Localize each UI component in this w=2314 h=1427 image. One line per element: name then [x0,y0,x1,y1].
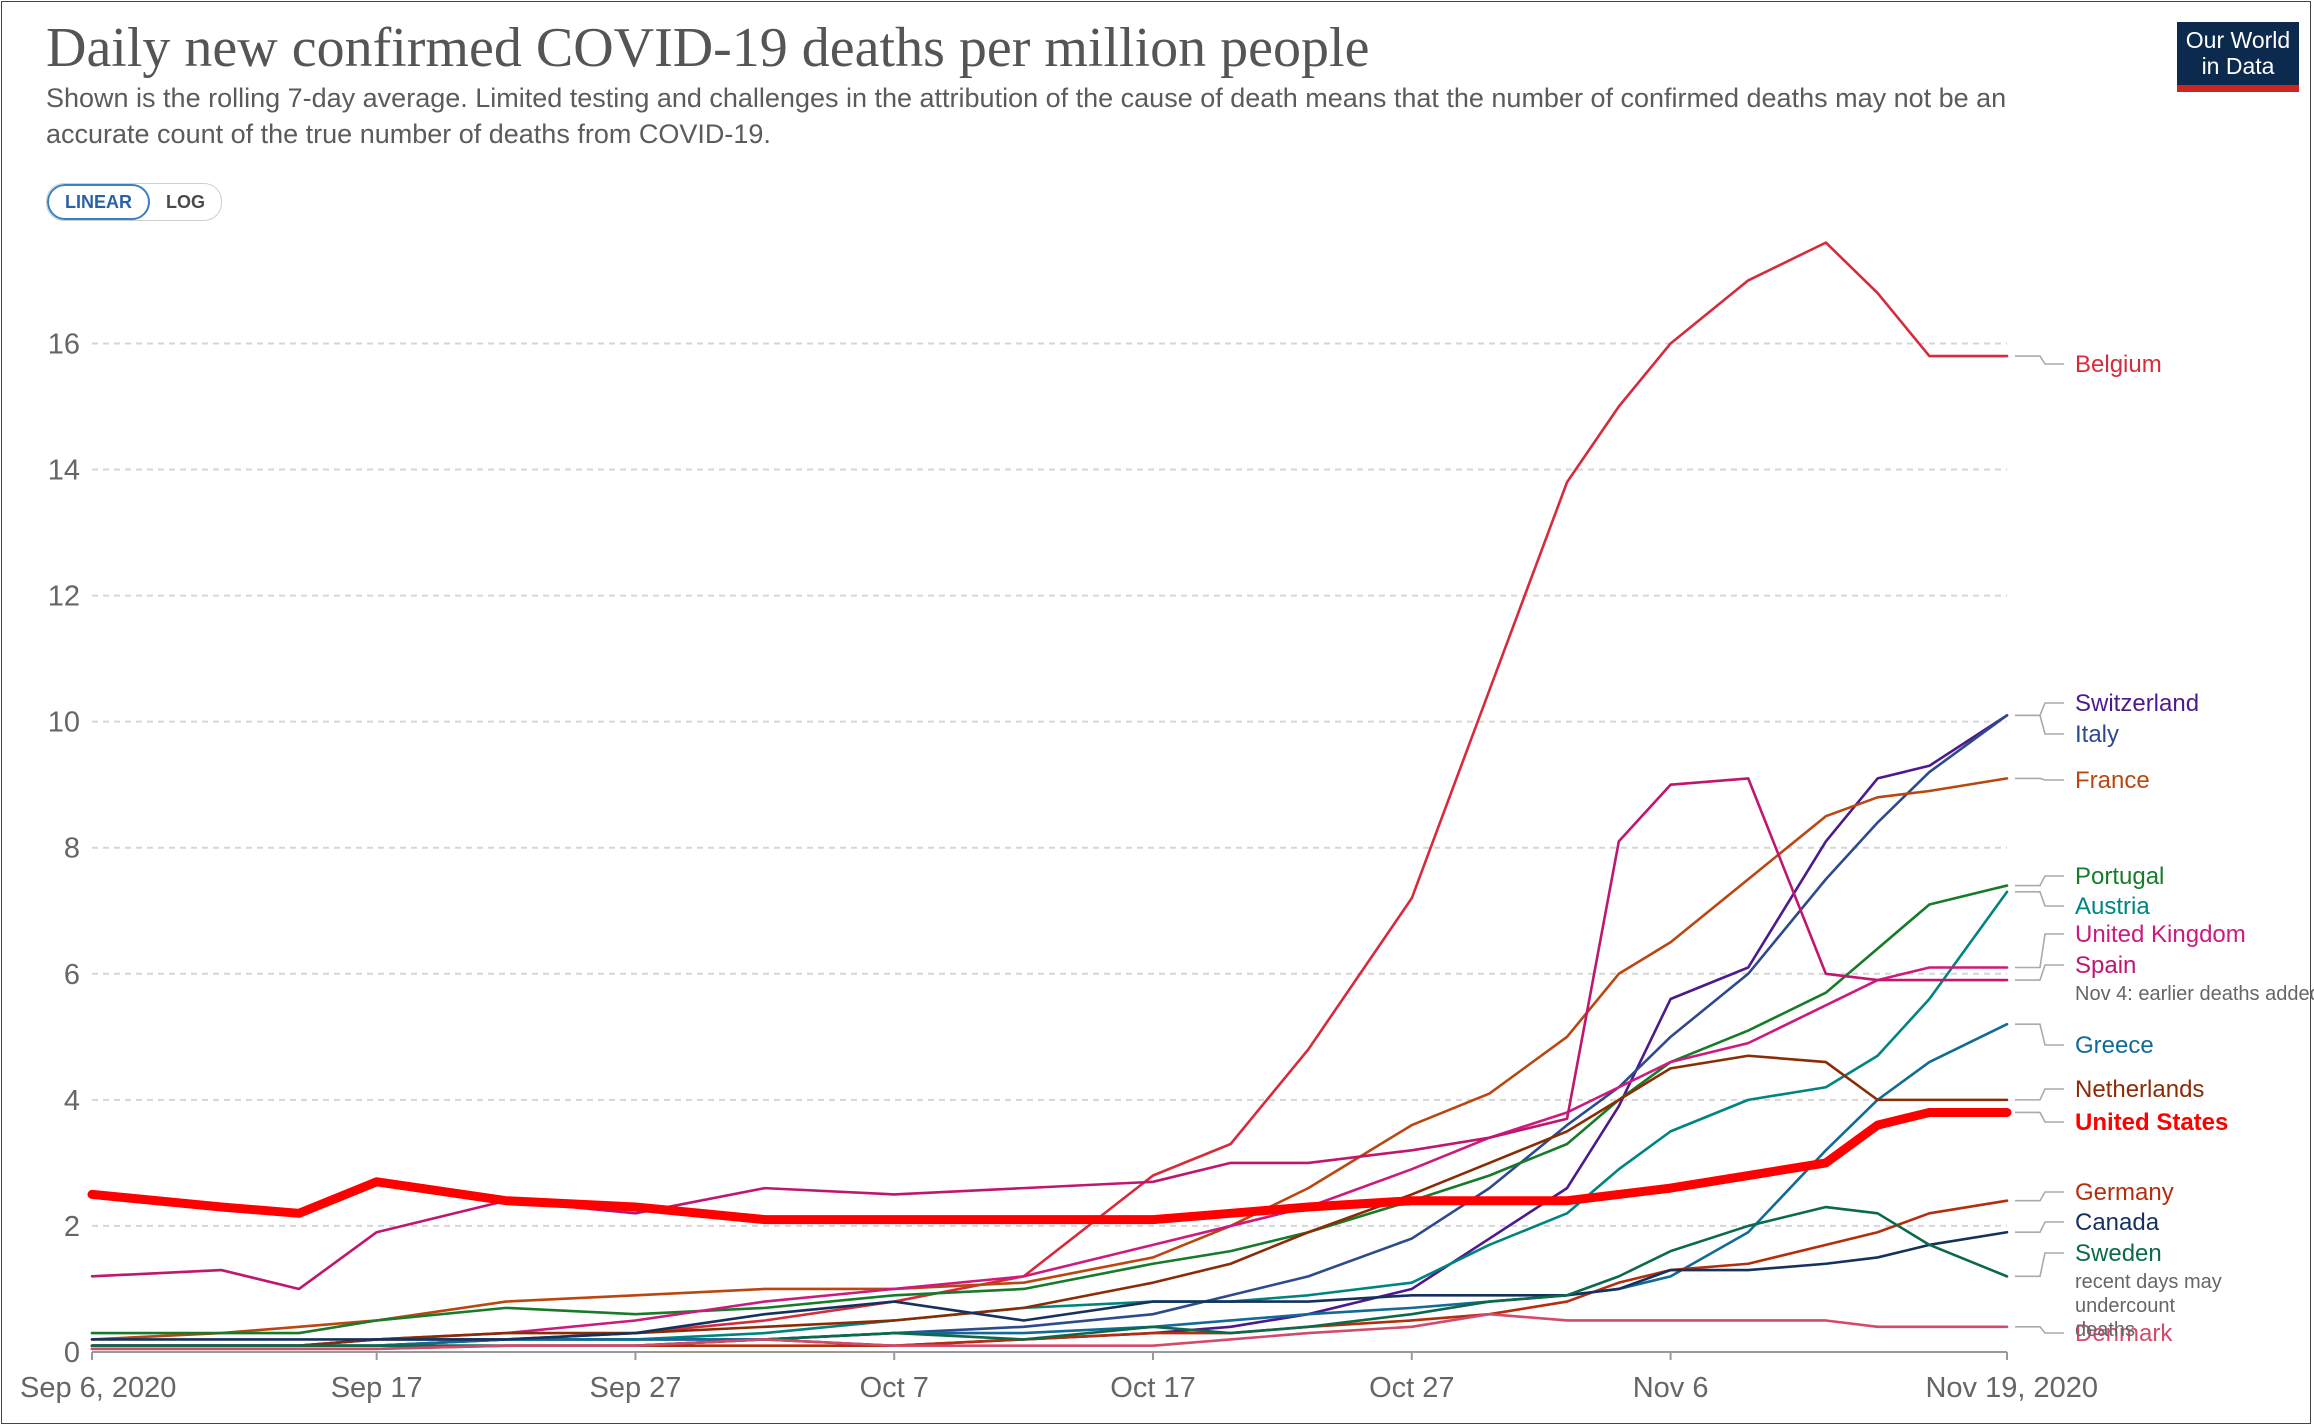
x-tick-label: Sep 27 [589,1372,681,1404]
series-line-united-states [87,1107,2012,1225]
owid-logo[interactable]: Our World in Data [2177,22,2299,92]
label-connector [2015,964,2064,981]
chart-subtitle: Shown is the rolling 7-day average. Limi… [46,83,2007,149]
series-line-greece [90,1022,2009,1347]
x-tick-label: Oct 7 [860,1372,929,1404]
linear-scale-button[interactable]: LINEAR [47,184,150,220]
y-tick-label: 12 [48,581,80,613]
label-connector [2015,777,2064,781]
series-label-switzerland: Switzerland [2075,690,2199,717]
series-label-united-kingdom: United Kingdom [2075,921,2246,948]
series-label-france: France [2075,767,2150,794]
series-label-sweden: Sweden [2075,1240,2162,1267]
series-line-spain [90,777,2009,1291]
label-connector [2015,1325,2064,1334]
chart-title: Daily new confirmed COVID-19 deaths per … [46,17,1370,79]
series-label-netherlands: Netherlands [2075,1076,2204,1103]
y-tick-label: 2 [64,1211,80,1243]
y-tick-label: 6 [64,959,80,991]
logo-accent-bar [2177,85,2299,92]
label-connector [2015,355,2064,365]
series-label-belgium: Belgium [2075,351,2162,378]
series-label-germany: Germany [2075,1179,2174,1206]
label-connector [2015,1221,2064,1234]
series-label-greece: Greece [2075,1032,2154,1059]
label-connector [2015,1191,2064,1202]
x-tick-label: Nov 19, 2020 [1925,1372,2098,1404]
series-line-united-kingdom [90,966,2009,1347]
label-connector [2015,1111,2064,1123]
series-label-united-states: United States [2075,1109,2228,1136]
series-label-spain: Spain [2075,952,2136,979]
label-connector [2015,702,2064,717]
x-tick-label: Sep 6, 2020 [20,1372,176,1404]
y-tick-label: 0 [64,1337,80,1369]
series-label-austria: Austria [2075,893,2150,920]
y-tick-label: 14 [48,455,80,487]
y-tick-label: 10 [48,707,80,739]
y-tick-label: 8 [64,833,80,865]
annotation-note: Nov 4: earlier deaths added [2075,983,2314,1005]
label-connector [2015,1252,2064,1278]
series-line-switzerland [90,714,2009,1347]
x-tick-label: Oct 17 [1110,1372,1195,1404]
series-label-canada: Canada [2075,1209,2160,1236]
label-connector [2015,891,2064,907]
log-scale-button[interactable]: LOG [166,192,205,212]
x-tick-label: Oct 27 [1369,1372,1454,1404]
x-tick-label: Nov 6 [1633,1372,1709,1404]
series-label-denmark: Denmark [2075,1320,2173,1347]
label-connector [2015,714,2064,735]
logo-line-2: in Data [2201,53,2275,79]
series-label-italy: Italy [2075,721,2119,748]
series-label-portugal: Portugal [2075,863,2164,890]
y-tick-label: 16 [48,328,80,360]
annotation-note: recent days may undercount deaths [2075,1271,2222,1341]
label-connector [2015,1088,2064,1101]
logo-line-1: Our World [2185,27,2291,53]
scale-toggle: LINEAR LOG [46,183,222,221]
x-tick-label: Sep 17 [331,1372,423,1404]
series-line-italy [90,714,2009,1347]
label-connector [2015,1023,2064,1046]
series-line-sweden [90,1205,2009,1347]
series-line-netherlands [90,1054,2009,1347]
label-connector [2015,875,2064,887]
y-tick-label: 4 [64,1085,80,1117]
series-line-canada [90,1230,2009,1341]
series-line-portugal [90,884,2009,1335]
series-line-denmark [90,1312,2009,1351]
label-connector [2015,933,2064,969]
